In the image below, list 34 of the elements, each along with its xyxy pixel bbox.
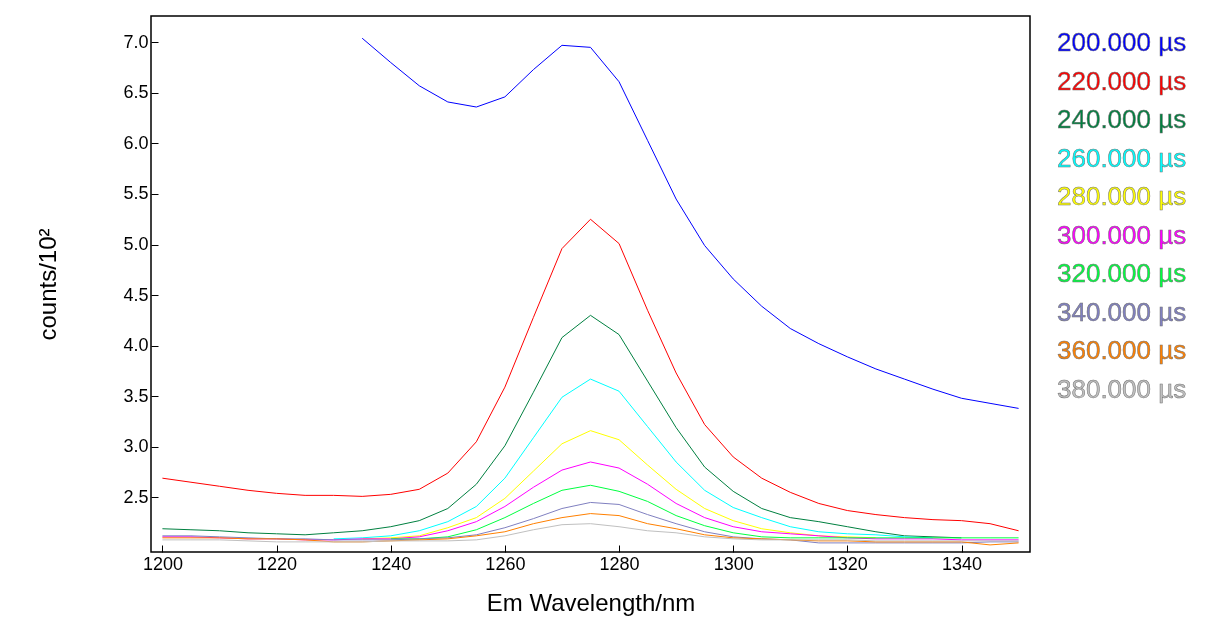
text: 360.000 µs [1057, 335, 1187, 366]
x-tick-label: 1260 [485, 553, 526, 574]
y-tick-label: 5.0 [123, 234, 149, 255]
x-axis-title: Em Wavelength/nm [486, 588, 696, 616]
x-tick-label: 1320 [827, 553, 868, 574]
y-tick-label: 6.0 [123, 132, 149, 153]
text: 340.000 µs [1057, 296, 1187, 327]
x-tick-label: 1280 [599, 553, 640, 574]
y-tick-label: 7.0 [123, 31, 149, 52]
line-series [161, 523, 1020, 543]
y-tick-label: 5.5 [123, 183, 149, 204]
x-tick-label: 1240 [371, 553, 412, 574]
y-axis-title: counts/10² [34, 228, 62, 341]
text: 240.000 µs [1057, 104, 1187, 135]
y-tick-label: 4.0 [123, 335, 149, 356]
x-tick-label: 1340 [941, 553, 983, 574]
line-series [161, 218, 1020, 532]
text: 280.000 µs [1057, 181, 1187, 212]
text: 300.000 µs [1057, 219, 1187, 250]
text: 260.000 µs [1057, 142, 1187, 173]
text: 320.000 µs [1057, 258, 1187, 289]
line-series [361, 37, 1020, 409]
line-series [390, 484, 1020, 540]
x-tick-label: 1220 [257, 553, 298, 574]
x-tick-label: 1300 [713, 553, 754, 574]
y-tick-label: 2.5 [123, 486, 149, 507]
x-tick-label: 1200 [142, 553, 183, 574]
y-tick-label: 6.5 [123, 82, 149, 103]
y-tick-label: 4.5 [123, 284, 149, 305]
text: 380.000 µs [1057, 374, 1187, 405]
text: 200.000 µs [1057, 26, 1187, 57]
y-tick-label: 3.5 [123, 385, 149, 406]
y-tick-label: 3.0 [123, 436, 149, 457]
text: 220.000 µs [1057, 65, 1187, 96]
